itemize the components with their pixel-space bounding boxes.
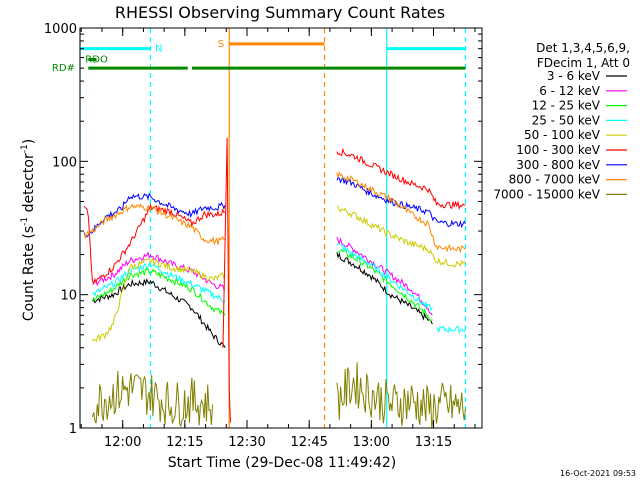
legend-entry-5: 100 - 300 keV xyxy=(516,143,600,157)
legend-entry-6: 300 - 800 keV xyxy=(516,158,600,172)
legend-entry-4: 50 - 100 keV xyxy=(524,128,601,142)
series-2-seg2 xyxy=(336,248,433,322)
series-7-seg2 xyxy=(336,170,466,254)
legend-header-0: Det 1,3,4,5,6,9, xyxy=(536,41,630,55)
legend: Det 1,3,4,5,6,9,FDecim 1, Att 03 - 6 keV… xyxy=(493,41,630,201)
timestamp-label: 16-Oct-2021 09:53 xyxy=(560,469,636,478)
legend-entry-7: 800 - 7000 keV xyxy=(509,173,601,187)
x-tick-label-2: 12:30 xyxy=(228,435,265,450)
series-3-seg1 xyxy=(92,261,226,304)
plot-frame xyxy=(79,27,483,429)
y-tick-label-2: 100 xyxy=(52,155,77,170)
series-0-seg1 xyxy=(92,278,226,348)
series-8-seg1 xyxy=(91,370,214,428)
y-tick-label-1: 10 xyxy=(60,289,77,304)
x-tick-label-4: 13:00 xyxy=(353,435,390,450)
series-3-seg2 xyxy=(336,243,433,312)
series-8-seg2 xyxy=(336,362,466,429)
legend-entry-2: 12 - 25 keV xyxy=(532,99,601,113)
series-1-seg1 xyxy=(92,251,226,290)
flag-label-0: N xyxy=(155,44,162,55)
flag-label-3: RD# xyxy=(52,63,75,74)
y-axis-label-mid: detector xyxy=(21,153,37,217)
flare-spike xyxy=(222,137,231,423)
x-axis-label: Start Time (29-Dec-08 11:49:42) xyxy=(168,455,396,471)
chart-title: RHESSI Observing Summary Count Rates xyxy=(115,3,445,22)
flag-label-1: S xyxy=(218,39,224,50)
y-axis-label-end: ) xyxy=(21,139,37,144)
y-axis-label-main: Count Rate (s xyxy=(21,226,37,321)
flag-label-2: RDO xyxy=(85,55,108,66)
x-tick-label-0: 12:00 xyxy=(104,435,141,450)
series-5-seg2 xyxy=(336,147,466,211)
y-axis-label-sup1: -1 xyxy=(20,217,30,226)
series-6-seg1 xyxy=(83,192,226,238)
series-6-seg2 xyxy=(336,176,466,229)
x-tick-label-1: 12:15 xyxy=(166,435,203,450)
legend-entry-1: 6 - 12 keV xyxy=(539,84,601,98)
series-4-seg2 xyxy=(336,205,466,268)
legend-entry-8: 7000 - 15000 keV xyxy=(493,187,600,201)
y-tick-label-3: 1000 xyxy=(44,22,77,37)
series-7-seg1 xyxy=(83,203,226,246)
legend-header-1: FDecim 1, Att 0 xyxy=(537,56,630,70)
series-2-seg1 xyxy=(91,267,226,316)
legend-entry-0: 3 - 6 keV xyxy=(547,69,601,83)
axes: 1 10 100 1000 12:00 12:15 12:30 12:45 13:00 13:15 xyxy=(44,22,482,450)
series-3-seg3 xyxy=(436,325,466,335)
y-axis-label-sup2: -1 xyxy=(20,144,30,153)
series-4-seg1 xyxy=(91,256,226,343)
y-axis-label: Count Rate (s-1 detector-1) xyxy=(20,139,37,321)
series-0-seg2 xyxy=(336,251,433,325)
y-tick-label-0: 1 xyxy=(69,422,77,437)
plot-area: N S RDO RD# xyxy=(52,28,467,429)
x-tick-label-3: 12:45 xyxy=(290,435,327,450)
legend-entry-3: 25 - 50 keV xyxy=(532,113,601,127)
x-tick-label-5: 13:15 xyxy=(415,435,452,450)
